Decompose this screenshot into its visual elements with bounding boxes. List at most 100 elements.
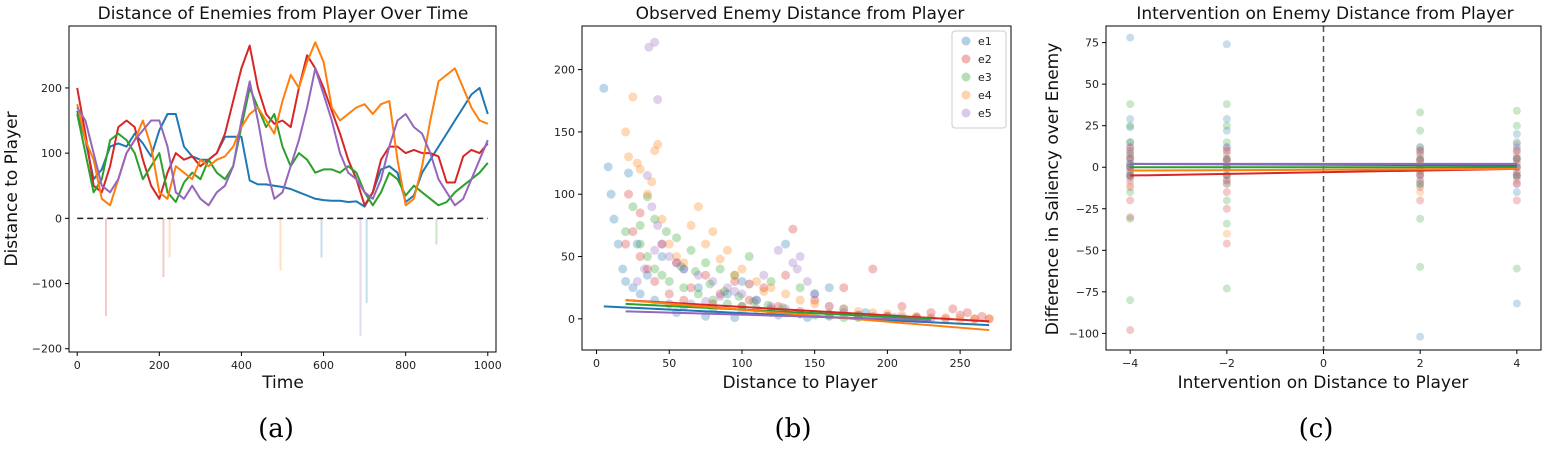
scatter-point-e2 [701, 270, 711, 280]
scatter-point-e4 [708, 227, 718, 237]
scatter-point-e2 [635, 208, 645, 218]
panel-a-frame [68, 25, 497, 353]
scatter-point-e2 [1512, 154, 1521, 163]
y-tick-label: 200 [41, 82, 62, 95]
panel-c-scatter-chart: Intervention on Enemy Distance from Play… [1043, 4, 1542, 444]
scatter-point-e4 [621, 127, 631, 137]
scatter-point-e2 [1416, 196, 1425, 205]
scatter-point-e4 [839, 304, 849, 314]
scatter-point-e2 [650, 276, 660, 286]
legend-label-e2: e2 [978, 53, 992, 66]
scatter-point-e5 [679, 264, 689, 274]
x-tick-label: 0 [593, 357, 600, 370]
scatter-point-e3 [679, 283, 689, 293]
scatter-point-e3 [693, 289, 703, 299]
scatter-point-e2 [1222, 176, 1231, 185]
scatter-point-e3 [1126, 149, 1135, 158]
y-tick-label: −75 [1076, 286, 1099, 299]
scatter-point-e4 [752, 276, 762, 286]
scatter-point-e3 [766, 276, 776, 286]
scatter-point-e3 [1512, 264, 1521, 273]
scatter-point-e2 [628, 227, 638, 237]
y-tick-label: 0 [1092, 161, 1099, 174]
scatter-point-e2 [868, 264, 878, 274]
scatter-point-e1 [657, 252, 667, 262]
scatter-point-e3 [1512, 154, 1521, 163]
series-line-e5 [76, 67, 489, 207]
y-tick-label: 0 [568, 313, 575, 326]
scatter-point-e5 [1512, 179, 1521, 188]
scatter-point-e3 [1512, 106, 1521, 115]
fit-line-e4 [625, 299, 990, 332]
scatter-point-e3 [642, 192, 652, 202]
scatter-point-e5 [1222, 143, 1231, 152]
series-line-e2 [76, 44, 489, 207]
scatter-point-e1 [618, 264, 628, 274]
scatter-point-e4 [1416, 149, 1425, 158]
series-line-e4 [76, 41, 489, 207]
y-tick-label: −25 [1076, 203, 1099, 216]
scatter-point-e3 [642, 252, 652, 262]
scatter-point-e3 [1416, 179, 1425, 188]
y-tick-label: 150 [554, 126, 575, 139]
scatter-point-e5 [1512, 153, 1521, 162]
scatter-point-e3 [676, 262, 686, 272]
scatter-point-e5 [792, 264, 802, 274]
scatter-point-e2 [1222, 239, 1231, 248]
scatter-point-e2 [810, 295, 820, 305]
scatter-point-e5 [1416, 149, 1425, 158]
scatter-point-e5 [1512, 146, 1521, 155]
scatter-point-e2 [679, 295, 689, 305]
x-tick-label: 1000 [474, 359, 502, 372]
scatter-point-e2 [1416, 146, 1425, 155]
x-tick-label: 200 [149, 359, 170, 372]
scatter-point-e4 [1222, 229, 1231, 238]
x-tick-label: 4 [1513, 357, 1520, 370]
scatter-point-e3 [708, 295, 718, 305]
x-tick-label: 200 [877, 357, 898, 370]
scatter-point-e5 [1416, 169, 1425, 178]
scatter-point-e5 [647, 202, 657, 212]
scatter-point-e1 [1222, 115, 1231, 124]
scatter-point-e1 [810, 289, 820, 299]
scatter-point-e3 [1416, 154, 1425, 163]
scatter-point-e1 [1512, 143, 1521, 152]
scatter-point-e5 [642, 171, 652, 181]
scatter-point-e2 [635, 252, 645, 262]
x-tick-label: −2 [1219, 357, 1235, 370]
scatter-point-e3 [701, 258, 711, 268]
scatter-point-e2 [1222, 204, 1231, 213]
x-tick-label: 150 [804, 357, 825, 370]
y-tick-label: −100 [32, 278, 62, 291]
x-tick-label: 0 [1320, 357, 1327, 370]
scatter-point-e4 [1512, 176, 1521, 185]
scatter-point-e2 [781, 270, 791, 280]
scatter-point-e1 [1416, 154, 1425, 163]
scatter-point-e2 [1126, 213, 1135, 222]
scatter-point-e3 [1126, 100, 1135, 109]
scatter-point-e2 [948, 304, 958, 314]
scatter-point-e5 [653, 95, 663, 105]
scatter-point-e5 [1416, 176, 1425, 185]
scatter-point-e3 [1222, 219, 1231, 228]
scatter-point-e3 [650, 214, 660, 224]
scatter-point-e1 [1512, 171, 1521, 180]
scatter-point-e4 [632, 158, 642, 168]
y-tick-label: 75 [1085, 37, 1099, 50]
scatter-point-e4 [686, 220, 696, 230]
scatter-point-e3 [1222, 100, 1231, 109]
scatter-point-e1 [722, 289, 732, 299]
scatter-point-e3 [744, 252, 754, 262]
panel-a-title: Distance of Enemies from Player Over Tim… [98, 4, 469, 24]
scatter-point-e3 [1416, 126, 1425, 135]
y-tick-label: 50 [1085, 78, 1099, 91]
scatter-point-e4 [635, 164, 645, 174]
scatter-point-e2 [730, 276, 740, 286]
scatter-point-e4 [766, 283, 776, 293]
scatter-point-e1 [613, 239, 623, 249]
scatter-point-e1 [1222, 154, 1231, 163]
scatter-point-e5 [773, 245, 783, 255]
scatter-point-e2 [839, 283, 849, 293]
x-tick-label: 50 [662, 357, 676, 370]
